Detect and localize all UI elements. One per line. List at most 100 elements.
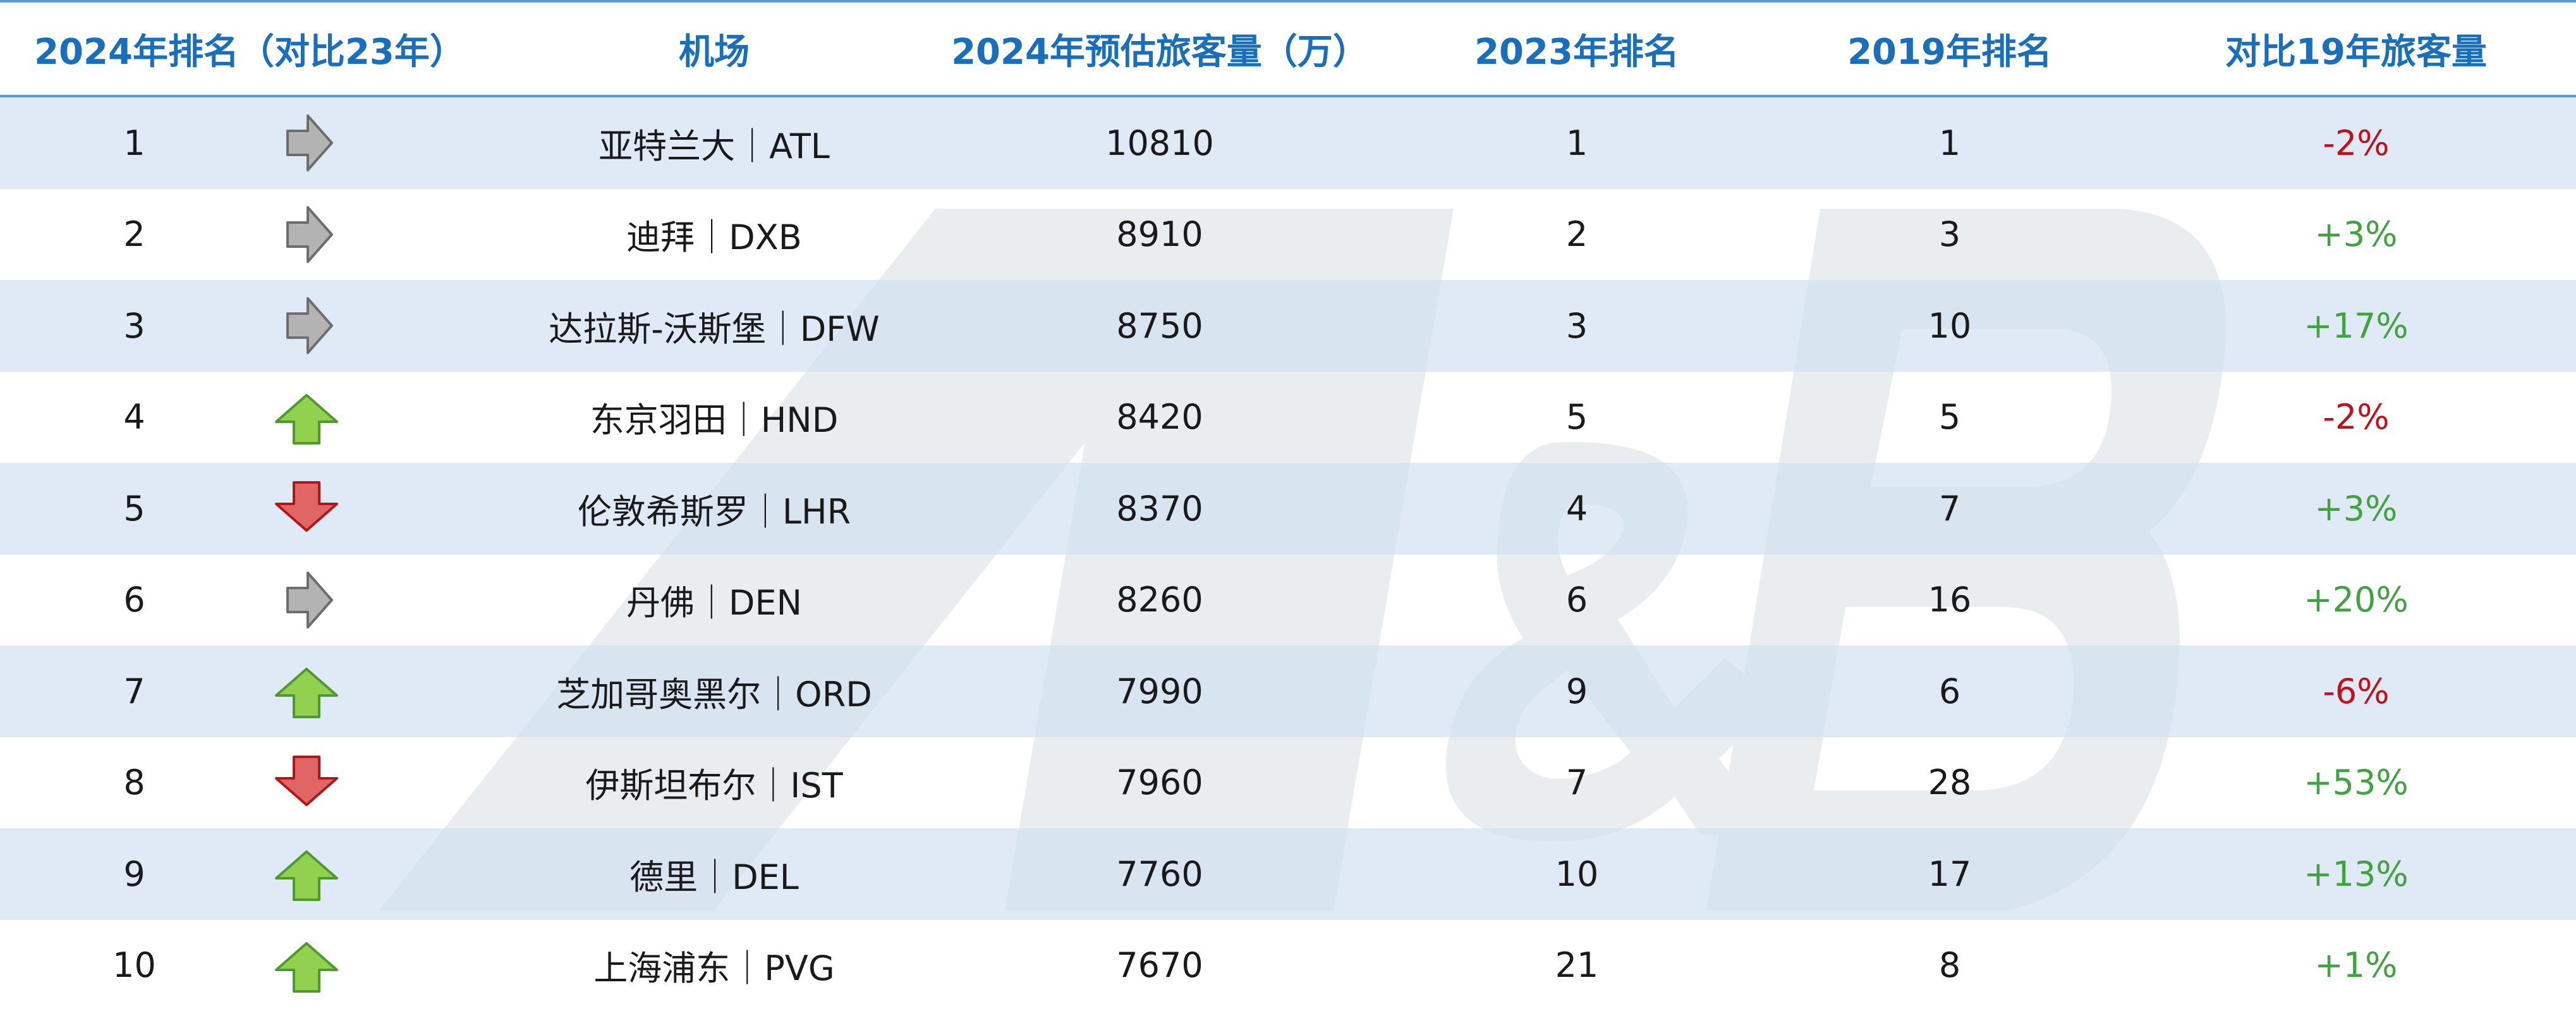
rank-2019-cell: 5 [1763,371,2136,463]
table-row: 3 达拉斯-沃斯堡｜DFW 8750 3 10 +17% [0,280,2576,372]
rank-2024-value: 9 [123,854,145,894]
change-vs-2019-cell: +20% [2136,554,2576,646]
airport-cell: 东京羽田｜HND [499,371,929,463]
rank-2024-value: 4 [123,397,145,438]
rank-2019-cell: 17 [1763,828,2136,920]
trend-same-arrow-icon [286,114,333,172]
trend-same-arrow-icon [286,205,333,263]
passengers-2024-cell: 8910 [929,188,1390,280]
rank-2019-cell: 8 [1763,919,2136,1011]
airport-cell: 芝加哥奥黑尔｜ORD [499,646,929,737]
trend-up-arrow-icon [275,941,338,993]
passengers-2024-cell: 10810 [929,96,1390,189]
table-row: 5 伦敦希斯罗｜LHR 8370 4 7 +3% [0,463,2576,555]
passengers-2024-cell: 8370 [929,463,1390,555]
rank-trend-arrow [269,565,344,635]
change-vs-2019-cell: +1% [2136,919,2576,1011]
rank-2023-cell: 9 [1390,646,1763,737]
change-vs-2019-cell: +3% [2136,463,2576,555]
column-header-rank-2024: 2024年排名（对比23年） [0,0,499,97]
table-row: 2 迪拜｜DXB 8910 2 3 +3% [0,188,2576,280]
rank-2024-cell: 4 [0,371,499,463]
rank-2024-value: 6 [123,580,145,620]
airport-cell: 伊斯坦布尔｜IST [499,737,929,828]
airport-cell: 迪拜｜DXB [499,188,929,280]
change-vs-2019-cell: +3% [2136,188,2576,280]
passengers-2024-cell: 7990 [929,646,1390,737]
rank-2024-cell: 9 [0,828,499,920]
rank-2024-cell: 7 [0,646,499,737]
rank-2024-value: 2 [123,214,145,255]
rank-trend-arrow [269,748,344,818]
rank-2019-cell: 3 [1763,188,2136,280]
passengers-2024-cell: 7760 [929,828,1390,920]
rank-2023-cell: 4 [1390,463,1763,555]
rank-2024-cell: 8 [0,737,499,828]
passengers-2024-cell: 8750 [929,280,1390,372]
trend-same-arrow-icon [286,297,333,355]
passengers-2024-cell: 8260 [929,554,1390,646]
rank-2023-cell: 10 [1390,828,1763,920]
rank-2024-cell: 1 [0,96,499,189]
rank-2024-cell: 3 [0,280,499,372]
column-header-rank-2019: 2019年排名 [1763,0,2136,97]
airport-cell: 丹佛｜DEN [499,554,929,646]
rank-2023-cell: 2 [1390,188,1763,280]
rank-2024-value: 7 [123,671,145,711]
rank-2023-cell: 1 [1390,96,1763,189]
rank-trend-arrow [269,383,344,452]
trend-up-arrow-icon [275,393,338,444]
table-row: 6 丹佛｜DEN 8260 6 16 +20% [0,554,2576,646]
change-vs-2019-cell: +53% [2136,737,2576,828]
passengers-2024-cell: 8420 [929,371,1390,463]
table-row: 1 亚特兰大｜ATL 10810 1 1 -2% [0,96,2576,189]
rank-2023-cell: 5 [1390,371,1763,463]
table-body: 1 亚特兰大｜ATL 10810 1 1 -2% 2 迪拜｜DXB 8910 2 3 +3% 3 达拉斯-… [0,96,2576,1011]
column-header-airport: 机场 [499,0,929,97]
table-row: 10 上海浦东｜PVG 7670 21 8 +1% [0,919,2576,1011]
rank-2024-value: 5 [123,488,145,529]
trend-up-arrow-icon [275,850,338,902]
rank-2024-cell: 6 [0,554,499,646]
rank-trend-arrow [269,656,344,726]
change-vs-2019-cell: +13% [2136,828,2576,920]
rank-2023-cell: 3 [1390,280,1763,372]
airport-cell: 伦敦希斯罗｜LHR [499,463,929,555]
rank-2023-cell: 6 [1390,554,1763,646]
rank-2019-cell: 16 [1763,554,2136,646]
passengers-2024-cell: 7960 [929,737,1390,828]
trend-down-arrow-icon [275,481,338,532]
rank-2019-cell: 1 [1763,96,2136,189]
rank-trend-arrow [269,474,344,543]
rank-2024-value: 1 [123,123,145,163]
rank-2019-cell: 28 [1763,737,2136,828]
column-header-change-vs-2019: 对比19年旅客量 [2136,0,2576,97]
rank-trend-arrow [269,839,344,909]
rank-2024-cell: 10 [0,919,499,1011]
rank-2019-cell: 6 [1763,646,2136,737]
trend-same-arrow-icon [286,571,333,628]
rank-trend-arrow [269,291,344,360]
rank-2023-cell: 21 [1390,919,1763,1011]
passengers-2024-cell: 7670 [929,919,1390,1011]
column-header-rank-2023: 2023年排名 [1390,0,1763,97]
airport-cell: 达拉斯-沃斯堡｜DFW [499,280,929,372]
rank-2024-value: 8 [123,763,145,803]
table-row: 8 伊斯坦布尔｜IST 7960 7 28 +53% [0,737,2576,828]
change-vs-2019-cell: -2% [2136,371,2576,463]
rank-trend-arrow [269,200,344,269]
table-row: 7 芝加哥奥黑尔｜ORD 7990 9 6 -6% [0,646,2576,737]
airport-cell: 上海浦东｜PVG [499,919,929,1011]
change-vs-2019-cell: -2% [2136,96,2576,189]
trend-up-arrow-icon [275,668,338,719]
trend-down-arrow-icon [275,755,338,806]
rank-2023-cell: 7 [1390,737,1763,828]
airport-cell: 德里｜DEL [499,828,929,920]
rank-2019-cell: 7 [1763,463,2136,555]
header-row: 2024年排名（对比23年） 机场 2024年预估旅客量（万） 2023年排名 … [0,0,2576,97]
rank-trend-arrow [269,931,344,1000]
rank-2024-value: 10 [112,945,156,986]
rank-2024-cell: 5 [0,463,499,555]
rank-2024-value: 3 [123,305,145,346]
table-row: 4 东京羽田｜HND 8420 5 5 -2% [0,371,2576,463]
